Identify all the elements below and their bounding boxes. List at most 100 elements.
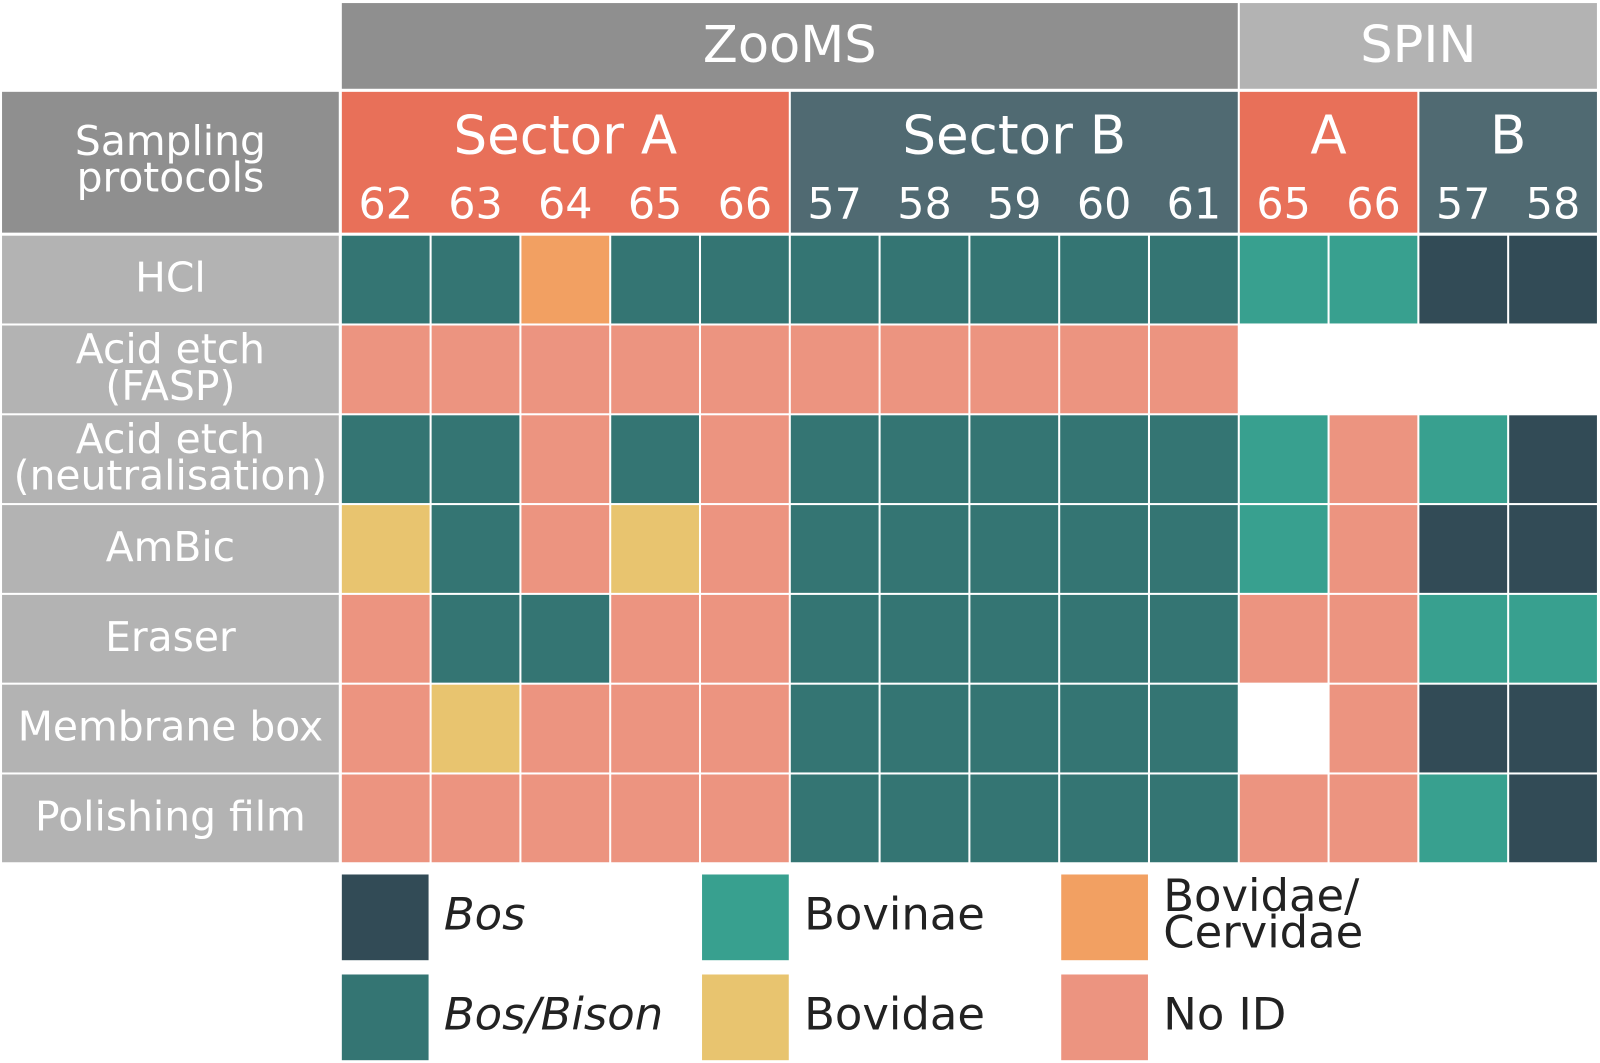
cell [1239,415,1328,504]
cell [341,505,430,593]
cell [1419,684,1508,773]
cell [880,505,969,593]
column-label: 64 [538,180,593,230]
cell [790,325,879,414]
cell [970,594,1059,683]
legend-label: Cervidae [1163,906,1363,959]
cell [611,684,699,773]
cell [431,415,520,504]
cell [970,325,1059,414]
cell [1239,774,1328,863]
legend-label: Bovidae/ [1163,869,1360,922]
cell [341,415,430,504]
cell [880,325,969,414]
cell [880,415,969,504]
cell [790,415,879,504]
cell [341,774,430,863]
cell [1150,774,1238,863]
row-label: Acid etch [76,415,265,463]
column-label: 63 [448,180,503,230]
cell [521,684,610,773]
cell [611,505,699,593]
cell [1150,684,1238,773]
cell [1329,505,1418,593]
group-label: ZooMS [703,16,877,75]
row-label-cell [2,415,339,504]
cell [341,684,430,773]
cell [1150,505,1238,593]
cell [1509,505,1597,593]
cell [701,235,789,324]
sector-label: Sector A [453,104,677,166]
cell [431,684,520,773]
row-label-cell [2,774,339,863]
cell [1329,235,1418,324]
cell [1060,325,1148,414]
cell [880,684,969,773]
cell [1419,774,1508,863]
column-label: 57 [1436,180,1491,230]
row-label-cell [2,505,339,593]
cell [1329,415,1418,504]
cell [880,774,969,863]
column-label: 57 [807,180,862,230]
row-label: Membrane box [18,703,323,751]
cell [1060,684,1148,773]
cell [701,415,789,504]
cell [431,235,520,324]
row-label: Acid etch [76,325,265,373]
cell [970,684,1059,773]
cell [790,235,879,324]
row-label-cell [2,684,339,773]
cell [1419,415,1508,504]
group-label: SPIN [1360,16,1476,75]
cell [1509,235,1597,324]
column-label: 66 [1346,180,1401,230]
cell [521,325,610,414]
row-header-label: Sampling [75,117,266,165]
cell [1060,774,1148,863]
cell [611,594,699,683]
sector-label: B [1490,104,1526,166]
cell [1239,505,1328,593]
column-label: 65 [628,180,683,230]
cell [1060,235,1148,324]
cell [880,594,969,683]
cell [970,505,1059,593]
column-label: 58 [1526,180,1581,230]
cell [970,415,1059,504]
cell [431,774,520,863]
cell [1419,594,1508,683]
column-label: 62 [358,180,413,230]
legend-label: Bovinae [804,887,985,940]
column-label: 61 [1167,180,1222,230]
legend-swatch [341,974,429,1061]
legend-label: Bos/Bison [444,987,663,1040]
sector-header [790,91,1238,233]
cell [1509,774,1597,863]
cell [341,594,430,683]
legend-label: Bovidae [804,987,985,1040]
cell [1509,415,1597,504]
cell [880,235,969,324]
cell [1150,415,1238,504]
cell [1060,594,1148,683]
legend-swatch [1061,974,1148,1061]
cell [1419,505,1508,593]
cell [1509,684,1597,773]
legend-label: Bos [444,887,526,940]
group-header [341,3,1238,89]
cell [611,325,699,414]
cell [431,594,520,683]
cell [521,505,610,593]
cell [790,505,879,593]
cell [1150,325,1238,414]
cell [521,415,610,504]
cell [1329,774,1418,863]
cell [431,505,520,593]
cell [611,774,699,863]
row-label: (neutralisation) [14,452,328,500]
cell [701,325,789,414]
row-label: AmBic [106,523,235,571]
legend-swatch [1061,874,1148,961]
